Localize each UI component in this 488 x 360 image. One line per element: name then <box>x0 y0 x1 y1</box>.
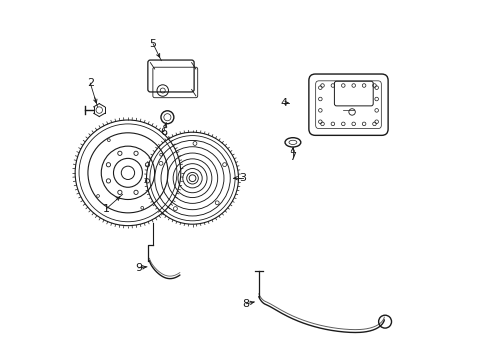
Text: 4: 4 <box>280 98 287 108</box>
Text: 2: 2 <box>86 78 94 88</box>
Text: 8: 8 <box>242 299 249 309</box>
Text: 6: 6 <box>160 127 167 136</box>
Text: 3: 3 <box>239 173 245 183</box>
Text: 9: 9 <box>135 263 142 273</box>
Text: 5: 5 <box>149 39 156 49</box>
Text: 7: 7 <box>289 152 296 162</box>
Text: 1: 1 <box>103 204 110 214</box>
